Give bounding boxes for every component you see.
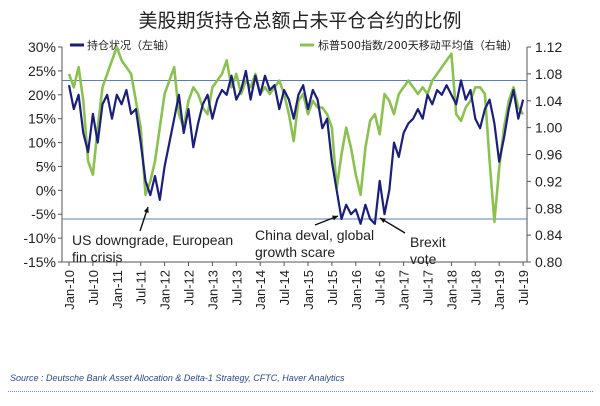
right-tick-label: 1.00 — [535, 120, 562, 136]
left-tick-label: 0% — [36, 182, 56, 198]
x-tick-label: Jul-12 — [182, 270, 197, 305]
right-tick-label: 1.12 — [535, 39, 562, 55]
left-tick-label: 15% — [28, 111, 56, 127]
annotation-china-deval: China deval, global — [255, 227, 374, 243]
x-tick-label: Jan-17 — [397, 270, 412, 310]
x-tick-label: Jan-18 — [444, 270, 459, 310]
right-tick-label: 1.08 — [535, 66, 562, 82]
left-tick-label: 20% — [28, 87, 56, 103]
x-tick-label: Jan-12 — [158, 270, 173, 310]
x-tick-label: Jul-10 — [86, 270, 101, 305]
x-tick-label: Jul-17 — [421, 270, 436, 305]
annotation-arrowhead-china-deval — [332, 215, 338, 221]
annotation-us-downgrade: US downgrade, European — [72, 232, 233, 248]
left-tick-label: 5% — [36, 158, 56, 174]
x-tick-label: Jul-15 — [325, 270, 340, 305]
x-tick-label: Jul-16 — [373, 270, 388, 305]
x-tick-label: Jan-16 — [349, 270, 364, 310]
x-tick-label: Jan-11 — [110, 270, 125, 309]
x-tick-label: Jan-14 — [253, 270, 268, 310]
annotation-brexit: vote — [410, 251, 437, 267]
x-tick-label: Jan-15 — [301, 270, 316, 310]
left-tick-label: 25% — [28, 63, 56, 79]
left-tick-label: -5% — [31, 206, 56, 222]
series-line-sp500 — [67, 45, 525, 223]
x-tick-label: Jul-13 — [229, 270, 244, 305]
x-tick-label: Jul-11 — [134, 270, 149, 304]
x-tick-label: Jan-10 — [62, 270, 77, 310]
annotation-arrowhead-us-downgrade — [143, 207, 149, 213]
left-tick-label: -15% — [23, 254, 56, 270]
annotation-china-deval: growth scare — [255, 244, 335, 260]
annotation-arrowhead-brexit — [380, 218, 386, 224]
left-tick-label: 10% — [28, 135, 56, 151]
series-line-positioning — [67, 69, 525, 225]
x-tick-label: Jul-14 — [277, 270, 292, 305]
x-tick-label: Jan-19 — [492, 270, 507, 310]
right-tick-label: 1.04 — [535, 93, 562, 109]
legend-label-positioning: 持仓状况（左轴） — [87, 38, 175, 52]
left-tick-label: 30% — [28, 39, 56, 55]
annotation-us-downgrade: fin crisis — [72, 249, 123, 265]
source-note: Source : Deutsche Bank Asset Allocation … — [10, 373, 345, 383]
x-tick-label: Jul-19 — [516, 270, 531, 305]
x-tick-label: Jan-13 — [205, 270, 220, 310]
chart-title: 美股期货持仓总额占未平仓合约的比例 — [138, 10, 461, 32]
x-tick-label: Jul-18 — [468, 270, 483, 305]
bottom-divider — [8, 391, 593, 392]
right-tick-label: 0.88 — [535, 200, 562, 216]
right-tick-label: 0.92 — [535, 173, 562, 189]
right-tick-label: 0.84 — [535, 227, 562, 243]
right-tick-label: 0.96 — [535, 147, 562, 163]
left-tick-label: -10% — [23, 230, 56, 246]
legend-label-sp500: 标普500指数/200天移动平均值（右轴） — [318, 38, 518, 52]
annotation-brexit: Brexit — [410, 234, 446, 250]
right-tick-label: 0.80 — [535, 254, 562, 270]
